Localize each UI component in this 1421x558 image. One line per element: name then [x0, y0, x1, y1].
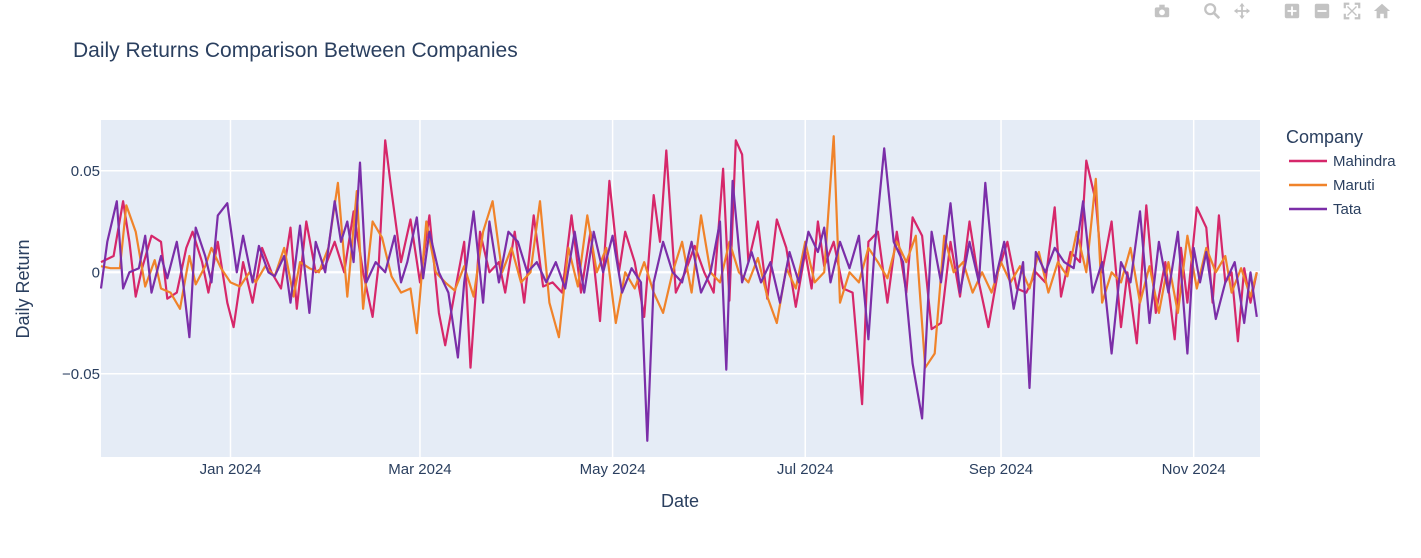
legend-item-tata[interactable]: Tata: [1333, 201, 1362, 218]
x-tick-label: Nov 2024: [1162, 461, 1226, 478]
x-tick-label: Sep 2024: [969, 461, 1033, 478]
x-axis-label: Date: [661, 491, 699, 511]
pan-icon[interactable]: [1230, 1, 1254, 21]
y-tick-label: 0.05: [71, 163, 100, 180]
chart-title: Daily Returns Comparison Between Compani…: [73, 39, 518, 62]
y-tick-labels: 0.05 0 −0.05: [62, 163, 100, 383]
modebar: [1150, 0, 1421, 22]
autoscale-icon[interactable]: [1340, 1, 1364, 21]
zoom-in-icon[interactable]: [1280, 1, 1304, 21]
y-axis-label: Daily Return: [13, 239, 33, 338]
x-tick-label: May 2024: [580, 461, 646, 478]
legend-item-maruti[interactable]: Maruti: [1333, 177, 1375, 194]
zoom-out-icon[interactable]: [1310, 1, 1334, 21]
legend-item-mahindra[interactable]: Mahindra: [1333, 153, 1396, 170]
x-tick-labels: Jan 2024 Mar 2024 May 2024 Jul 2024 Sep 2024…: [200, 461, 1226, 478]
x-tick-label: Jul 2024: [777, 461, 834, 478]
series-lines: [99, 135, 1258, 442]
y-tick-label: 0: [92, 264, 100, 281]
x-tick-label: Jan 2024: [200, 461, 262, 478]
camera-icon[interactable]: [1150, 1, 1174, 21]
y-tick-label: −0.05: [62, 366, 100, 383]
zoom-icon[interactable]: [1200, 1, 1224, 21]
legend: Company Mahindra Maruti Tata: [1286, 127, 1396, 218]
legend-title: Company: [1286, 127, 1363, 147]
x-tick-label: Mar 2024: [388, 461, 451, 478]
series-line-tata[interactable]: [99, 147, 1258, 442]
home-icon[interactable]: [1370, 1, 1394, 21]
